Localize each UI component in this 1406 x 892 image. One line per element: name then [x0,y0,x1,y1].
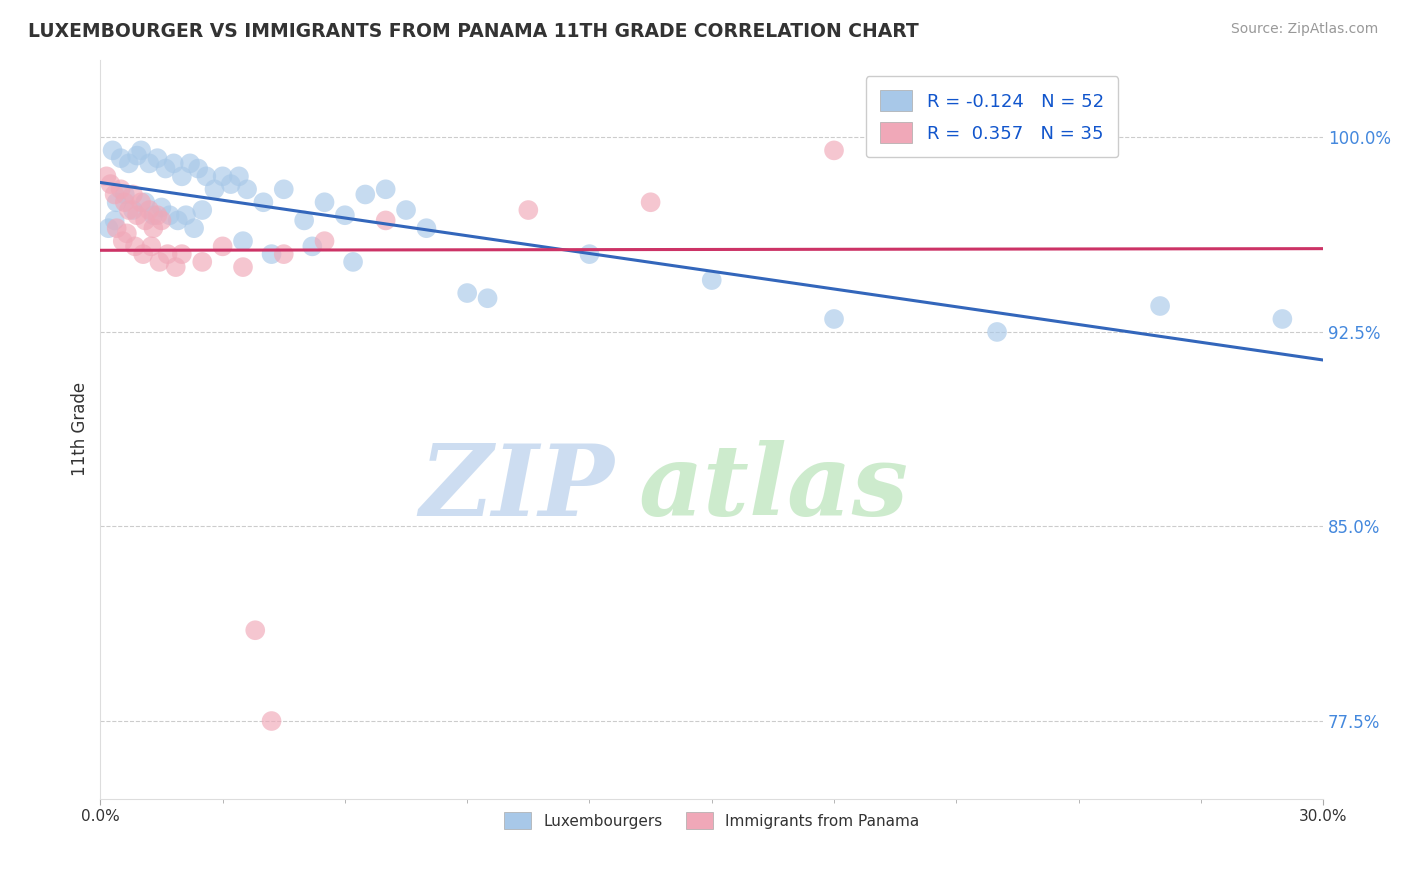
Point [228,169,250,184]
Point [104,213,127,227]
Point [823,144,845,158]
Point [115,227,138,241]
Point [156,247,179,261]
Point [138,202,160,217]
Point [700,273,723,287]
Point [148,255,170,269]
Point [179,156,201,170]
Point [374,182,396,196]
Point [456,286,478,301]
Point [114,195,136,210]
Point [273,247,295,261]
Point [273,182,295,196]
Text: atlas: atlas [638,440,908,537]
Point [96,169,118,184]
Point [195,169,218,184]
Point [125,148,148,162]
Point [314,234,336,248]
Point [292,213,315,227]
Point [166,213,188,227]
Point [342,255,364,269]
Point [301,239,323,253]
Point [142,221,165,235]
Point [314,195,336,210]
Point [170,247,193,261]
Point [134,213,156,227]
Point [124,239,146,253]
Point [104,187,127,202]
Point [245,624,267,638]
Point [823,312,845,326]
Point [141,239,163,253]
Point [232,234,254,248]
Point [146,208,169,222]
Point [252,195,274,210]
Point [101,144,124,158]
Point [111,234,134,248]
Point [142,208,165,222]
Text: LUXEMBOURGER VS IMMIGRANTS FROM PANAMA 11TH GRADE CORRELATION CHART: LUXEMBOURGER VS IMMIGRANTS FROM PANAMA 1… [28,22,920,41]
Point [150,201,173,215]
Y-axis label: 11th Grade: 11th Grade [72,382,89,476]
Point [204,182,226,196]
Point [211,169,233,184]
Point [374,213,396,227]
Point [138,156,160,170]
Legend: Luxembourgers, Immigrants from Panama: Luxembourgers, Immigrants from Panama [498,805,925,836]
Point [211,239,233,253]
Point [146,151,169,165]
Point [114,187,136,202]
Point [232,260,254,274]
Point [236,182,259,196]
Point [183,221,205,235]
Point [132,247,155,261]
Point [134,195,156,210]
Point [100,177,122,191]
Point [118,202,141,217]
Point [219,177,242,191]
Point [477,291,499,305]
Point [354,187,377,202]
Point [191,202,214,217]
Point [105,195,128,210]
Text: Source: ZipAtlas.com: Source: ZipAtlas.com [1230,22,1378,37]
Point [159,208,181,222]
Point [517,202,540,217]
Point [333,208,356,222]
Point [1149,299,1171,313]
Point [578,247,600,261]
Point [165,260,187,274]
Point [187,161,209,176]
Point [118,156,141,170]
Point [1271,312,1294,326]
Point [260,714,283,728]
Point [415,221,437,235]
Point [174,208,197,222]
Point [129,195,152,210]
Point [395,202,418,217]
Point [110,151,132,165]
Point [125,208,148,222]
Point [155,161,177,176]
Point [163,156,186,170]
Point [122,202,145,217]
Point [260,247,283,261]
Point [986,325,1008,339]
Text: ZIP: ZIP [419,440,614,537]
Point [191,255,214,269]
Point [150,213,173,227]
Point [170,169,193,184]
Point [97,221,120,235]
Point [640,195,662,210]
Point [105,221,128,235]
Point [129,144,152,158]
Point [122,187,145,202]
Point [110,182,132,196]
